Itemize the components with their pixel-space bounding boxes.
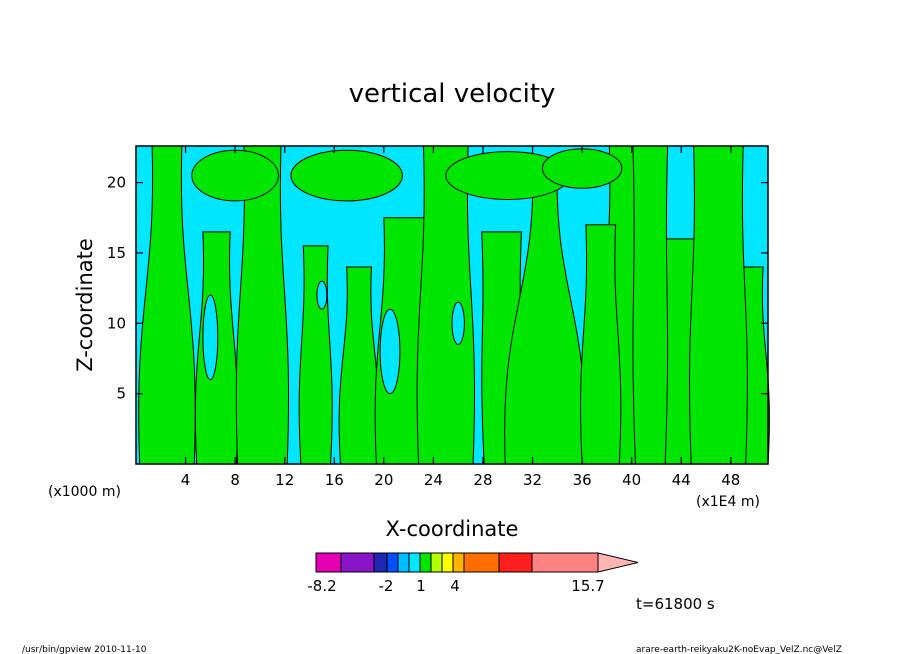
x-unit-label: (x1000 m)	[48, 484, 121, 500]
updraft-region	[191, 149, 280, 202]
colorbar-swatch	[397, 552, 410, 573]
y-tick-label: 20	[107, 174, 126, 192]
x-tick-label: 20	[374, 471, 393, 489]
updraft-region	[632, 145, 669, 465]
time-label: t=61800 s	[636, 595, 715, 613]
colorbar-swatch	[315, 552, 342, 573]
y-tick-label: 10	[107, 314, 126, 332]
plot-area	[135, 145, 770, 465]
colorbar-swatch	[419, 552, 432, 573]
downdraft-region	[451, 301, 465, 345]
x-tick-label: 24	[424, 471, 443, 489]
y-tick-label: 5	[116, 385, 126, 403]
colorbar-swatch	[452, 552, 465, 573]
colorbar-swatch	[441, 552, 454, 573]
x-tick-label: 12	[275, 471, 294, 489]
x-tick-label: 32	[523, 471, 542, 489]
x-tick-label: 16	[325, 471, 344, 489]
x-tick-label: 40	[622, 471, 641, 489]
x-axis-ticks: 4 8 12 16 20 24 28 32 36 40 44 48	[181, 146, 740, 489]
x-tick-label: 36	[573, 471, 592, 489]
footer-right: arare-earth-reikyaku2K-noEvap_VelZ.nc@Ve…	[636, 645, 842, 654]
updraft-region	[290, 149, 403, 202]
colorbar-label: 15.7	[571, 577, 604, 595]
y-tick-label: 15	[107, 244, 126, 262]
colorbar-swatch	[340, 552, 375, 573]
y-axis-ticks: 5 10 15 20	[107, 174, 768, 403]
downdraft-region	[379, 308, 401, 395]
colorbar-arrow	[597, 552, 639, 573]
downdraft-region	[316, 280, 328, 310]
colorbar-label: 4	[450, 577, 460, 595]
colorbar-swatch	[463, 552, 500, 573]
colorbar-label: -8.2	[307, 577, 336, 595]
updraft-region	[298, 245, 333, 465]
colorbar-swatch	[430, 552, 443, 573]
updraft-region	[689, 145, 748, 465]
x-tick-label: 4	[181, 471, 191, 489]
colorbar-label: -2	[379, 577, 394, 595]
x-tick-label: 8	[230, 471, 240, 489]
updraft-region	[580, 224, 622, 465]
colorbar-swatch	[373, 552, 388, 573]
colorbar: -8.2 -2 1 4 15.7	[307, 552, 639, 595]
colorbar-swatch	[498, 552, 533, 573]
colorbar-swatch	[386, 552, 399, 573]
velocity-field	[138, 145, 770, 465]
downdraft-region	[202, 294, 219, 381]
x-tick-label: 48	[721, 471, 740, 489]
updraft-region	[541, 148, 623, 189]
colorbar-label: 1	[416, 577, 426, 595]
colorbar-swatch	[408, 552, 421, 573]
colorbar-swatch	[531, 552, 599, 573]
x-unit2-label: (x1E4 m)	[696, 494, 760, 510]
footer-left: /usr/bin/gpview 2010-11-10	[22, 645, 147, 654]
x-axis-label: X-coordinate	[386, 517, 519, 541]
plot-frame	[135, 145, 769, 465]
chart-title: vertical velocity	[349, 79, 556, 109]
x-tick-label: 28	[473, 471, 492, 489]
y-axis-label: Z-coordinate	[73, 238, 97, 372]
x-tick-label: 44	[672, 471, 691, 489]
